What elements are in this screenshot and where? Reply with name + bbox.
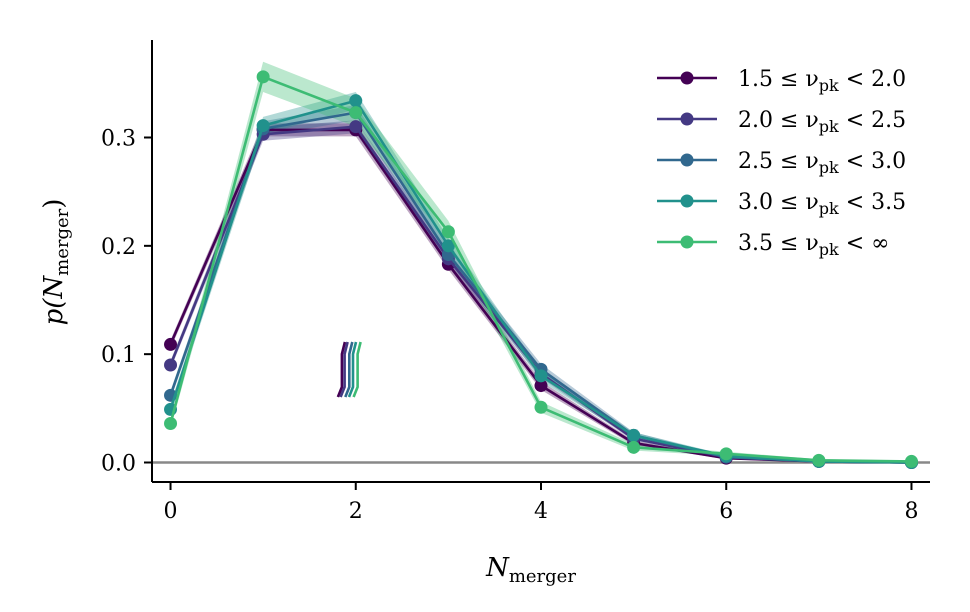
series-2-mean-marker xyxy=(339,341,349,398)
series-4-mean-marker xyxy=(347,341,358,398)
x-tick-label-4: 4 xyxy=(534,499,548,524)
series-1-point-0 xyxy=(164,337,178,351)
series-2-point-2 xyxy=(349,120,363,134)
series-5-point-1 xyxy=(256,70,270,84)
series-4-point-5 xyxy=(627,428,641,442)
series-5-point-5 xyxy=(627,440,641,454)
legend-marker-3 xyxy=(680,153,694,167)
mean-markers xyxy=(336,341,362,398)
series-5-point-3 xyxy=(441,225,455,239)
series-4-point-1 xyxy=(256,119,270,133)
series-5-point-7 xyxy=(812,453,826,467)
legend-marker-2 xyxy=(680,112,694,126)
series-5-mean-marker xyxy=(352,341,362,398)
legend: 1.5 ≤ νpk < 2.0 2.0 ≤ νpk < 2.5 2.5 ≤ νpk … xyxy=(657,67,906,259)
series-4-point-4 xyxy=(534,369,548,383)
series-5-point-8 xyxy=(904,454,918,468)
x-axis-label: Nmerger xyxy=(485,553,576,587)
series-1-mean-marker xyxy=(336,341,347,398)
legend-label-1: 1.5 ≤ νpk < 2.0 xyxy=(738,67,906,95)
series-4-point-2 xyxy=(349,94,363,108)
series-2-point-0 xyxy=(164,358,178,372)
legend-label-5: 3.5 ≤ νpk < ∞ xyxy=(738,231,889,259)
legend-marker-5 xyxy=(680,235,694,249)
series-4-point-3 xyxy=(441,239,455,253)
legend-marker-1 xyxy=(680,71,694,85)
series-3-mean-marker xyxy=(344,341,354,398)
series-lines xyxy=(164,70,918,469)
legend-label-4: 3.0 ≤ νpk < 3.5 xyxy=(738,190,906,218)
y-axis-label: p(Nmerger) xyxy=(39,199,73,326)
x-tick-label-0: 0 xyxy=(164,499,178,524)
legend-label-2: 2.0 ≤ νpk < 2.5 xyxy=(738,108,906,136)
series-5-point-2 xyxy=(349,106,363,120)
series-5-point-4 xyxy=(534,400,548,414)
y-tick-label-0: 0.0 xyxy=(101,452,136,477)
series-1-point-4 xyxy=(534,379,548,393)
x-tick-label-2: 2 xyxy=(349,499,363,524)
x-tick-label-8: 8 xyxy=(904,499,918,524)
y-tick-label-2: 0.2 xyxy=(101,235,136,260)
legend-label-3: 2.5 ≤ νpk < 3.0 xyxy=(738,149,906,177)
series-5-point-0 xyxy=(164,417,178,430)
y-tick-label-3: 0.3 xyxy=(101,127,136,152)
y-tick-label-1: 0.1 xyxy=(101,343,136,368)
legend-marker-4 xyxy=(680,194,694,208)
x-tick-label-6: 6 xyxy=(719,499,733,524)
series-5-point-6 xyxy=(719,447,733,461)
